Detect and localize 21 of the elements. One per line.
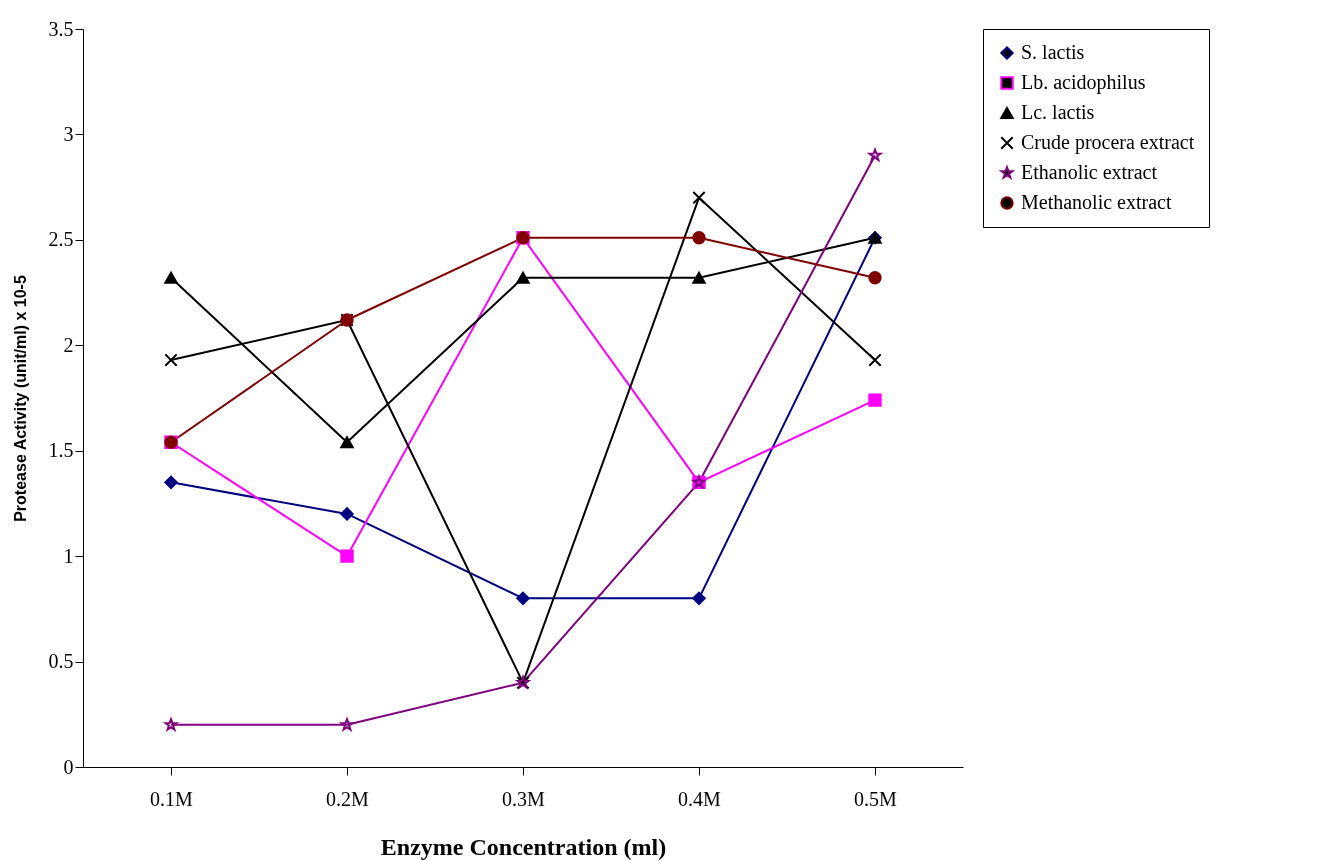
- y-tick-label: 2: [63, 333, 74, 356]
- x-tick-label: 0.5M: [854, 787, 898, 810]
- y-tick-label: 3.5: [48, 17, 74, 40]
- legend-label: S. lactis: [1021, 41, 1085, 63]
- y-tick-label: 1.5: [48, 439, 74, 462]
- legend-label: Crude procera extract: [1021, 131, 1195, 154]
- x-tick-label: 0.2M: [326, 787, 370, 810]
- x-axis-title: Enzyme Concentration (ml): [380, 833, 667, 860]
- y-axis-title: Protease Activity (unit/ml) x 10-5: [11, 275, 29, 522]
- legend-label: Methanolic extract: [1021, 191, 1172, 213]
- y-tick-label: 3: [63, 122, 74, 145]
- y-tick-label: 2.5: [48, 228, 74, 251]
- y-tick-label: 0.5: [48, 650, 74, 673]
- legend-label: Lb. acidophilus: [1021, 71, 1146, 94]
- legend-label: Lc. lactis: [1021, 101, 1095, 123]
- x-tick-label: 0.1M: [150, 787, 194, 810]
- y-tick-label: 1: [63, 544, 74, 567]
- y-tick-label: 0: [63, 755, 74, 778]
- legend-label: Ethanolic extract: [1021, 161, 1158, 183]
- x-tick-label: 0.4M: [678, 787, 722, 810]
- x-tick-label: 0.3M: [502, 787, 546, 810]
